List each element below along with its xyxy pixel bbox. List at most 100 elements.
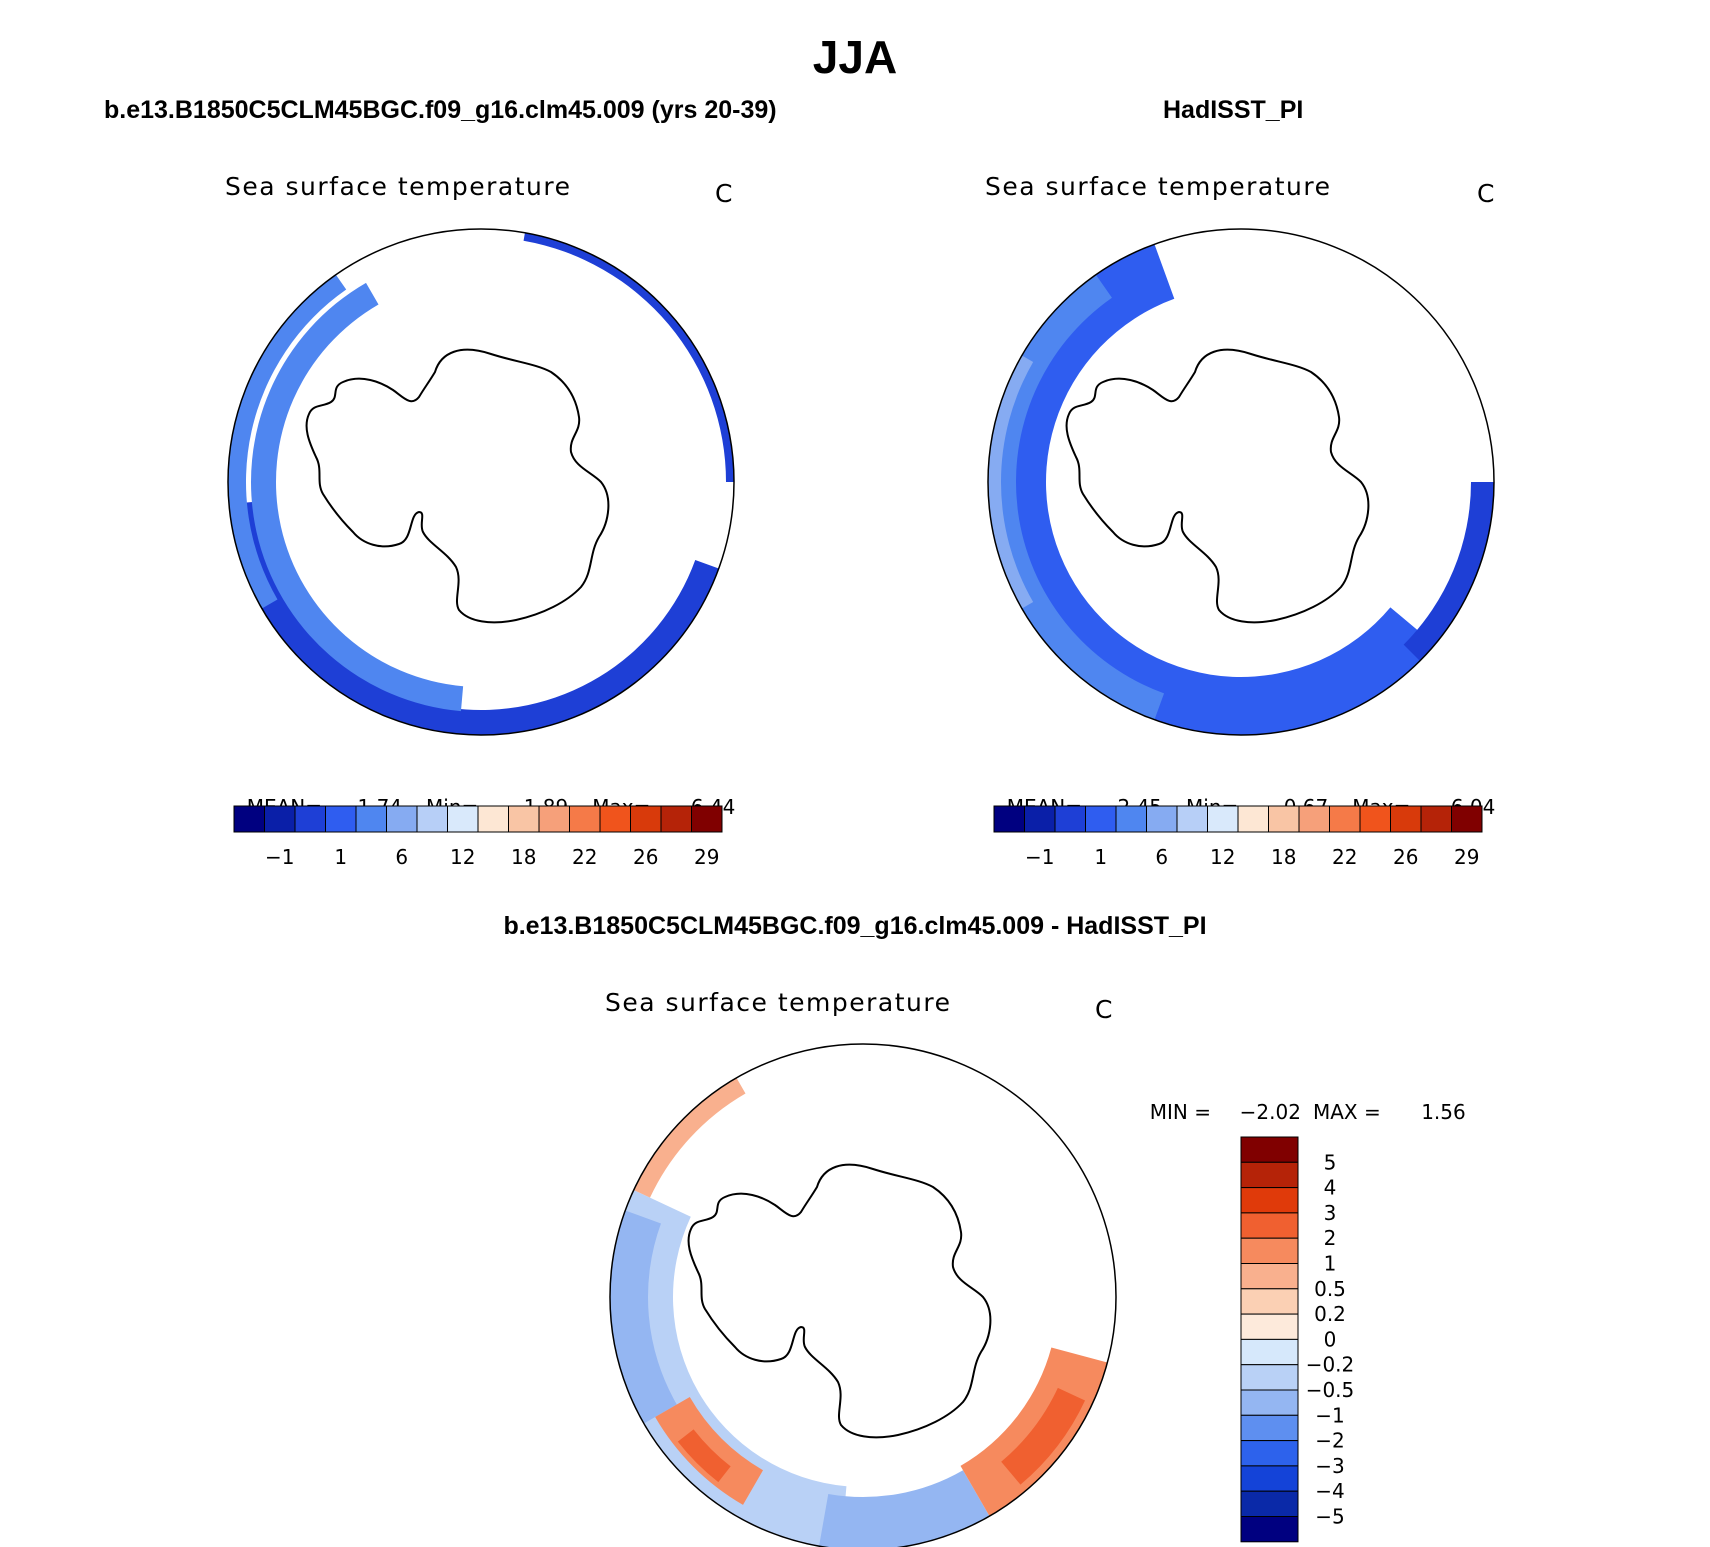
sst-contour-band [633,1077,746,1198]
panel-3-units: C [1095,995,1114,1024]
panel-1-colorbar-label: 1 [334,845,347,869]
panel-1-units: C [715,179,734,208]
panel-1-colorbar-swatch [599,805,631,833]
panel-3-colorbar-label: 0 [1324,1327,1337,1351]
panel-2-colorbar-label: 29 [1454,845,1479,869]
panel-3-variable-label: Sea surface temperature [605,988,952,1017]
panel-3-colorbar-label: 3 [1324,1201,1337,1225]
panel-3-colorbar-label: 0.2 [1314,1302,1346,1326]
sst-contour-band [228,274,347,609]
panel-1-colorbar-swatch [386,805,418,833]
panel-3-colorbar-label: −3 [1315,1454,1344,1478]
min-value: −2.02 [1239,1100,1301,1124]
sst-contour-band [988,355,1034,609]
panel-2-colorbar-swatch [1268,805,1300,833]
panel-3-colorbar-label: 4 [1324,1176,1337,1200]
panel-3-colorbar-label: −0.2 [1306,1353,1355,1377]
panel-1-colorbar-swatch [691,805,723,833]
sst-contour-band [819,1470,990,1547]
panel-3-colorbar-label: 2 [1324,1226,1337,1250]
panel-3-colorbar-swatch [1240,1161,1299,1189]
panel-2-colorbar-swatch [1176,805,1208,833]
panel-3-colorbar-swatch [1240,1364,1299,1391]
panel-2-colorbar-swatch [1146,805,1178,833]
panel-1-colorbar-label: −1 [265,845,294,869]
panel-3-colorbar-label: −5 [1315,1505,1344,1529]
panel-2-colorbar-swatch [1329,805,1361,833]
panel-3-colorbar-swatch [1240,1414,1299,1442]
panel-3-colorbar-swatch [1240,1389,1299,1416]
panel-3-colorbar-label: −1 [1315,1403,1344,1427]
sst-contour-band [228,501,719,735]
panel-2-colorbar-swatch [1298,805,1330,833]
panel-1-colorbar-swatch [569,805,601,833]
panel-3-colorbar-swatch [1240,1440,1299,1467]
panel-1-colorbar-swatch [233,805,265,833]
panel-1-colorbar-label: 18 [511,845,536,869]
panel-3-colorbar-swatch [1240,1490,1299,1517]
panel-3-title: b.e13.B1850C5CLM45BGC.f09_g16.clm45.009 … [503,912,1207,940]
panel-2-colorbar-label: −1 [1025,845,1054,869]
panel-1-colorbar-swatch [538,805,570,833]
panel-3-colorbar-label: −0.5 [1306,1378,1355,1402]
panel-2-sst-field [988,244,1494,735]
panel-1-colorbar-label: 29 [694,845,719,869]
panel-1-colorbar-swatch [355,805,387,833]
panel-1-colorbar-label: 12 [450,845,475,869]
panel-3-colorbar-swatch [1240,1237,1299,1264]
panel-2-colorbar-swatch [1390,805,1422,833]
panel-2-colorbar-label: 1 [1094,845,1107,869]
panel-1-colorbar-swatch [325,805,357,833]
panel-1-colorbar-label: 6 [395,845,408,869]
panel-2-colorbar-swatch [1451,805,1483,833]
panel-1-colorbar-swatch [630,805,662,833]
panel-3-colorbar-label: 5 [1324,1150,1337,1174]
panel-3-colorbar-label: −4 [1315,1479,1344,1503]
panel-2-colorbar-swatch [1359,805,1391,833]
panel-3-colorbar-swatch [1240,1263,1299,1290]
antarctica-coastline [1065,348,1370,624]
sst-contour-band [1403,482,1494,661]
panel-3-colorbar-label: 1 [1324,1252,1337,1276]
panel-1-colorbar-swatch [660,805,692,833]
panel-1-colorbar-label: 26 [633,845,658,869]
max-value: 1.56 [1421,1100,1466,1124]
panel-3-map-boundary [609,1043,1117,1547]
panel-1-variable-label: Sea surface temperature [225,172,572,201]
panel-1-colorbar-swatch [416,805,448,833]
panel-2-colorbar-swatch [1207,805,1239,833]
panel-3-colorbar-label: 0.5 [1314,1277,1346,1301]
panel-3-colorbar-swatch [1240,1313,1299,1340]
panel-1-map-boundary [227,228,735,736]
panel-3-colorbar-swatch [1240,1465,1299,1492]
antarctica-coastline [305,348,610,624]
panel-1-colorbar-swatch [447,805,479,833]
panel-2-title: HadISST_PI [1163,96,1304,124]
panel-3-colorbar-swatch [1240,1288,1299,1315]
panel-1-colorbar-swatch [477,805,509,833]
panel-1-colorbar-swatch [508,805,540,833]
antarctica-coastline [687,1163,992,1439]
panel-3-colorbar-swatch [1240,1187,1299,1214]
panel-1-colorbar-label: 22 [572,845,597,869]
max-label: MAX = [1312,1100,1381,1124]
panel-1-colorbar-swatch [294,805,326,833]
panel-3-colorbar-swatch [1240,1516,1299,1543]
panel-2-colorbar-swatch [1054,805,1086,833]
panel-2-colorbar-swatch [1115,805,1147,833]
sst-contour-band [610,1210,677,1424]
panel-1-sst-field [228,232,734,735]
panel-2-colorbar-swatch [1237,805,1269,833]
panel-2-colorbar-swatch [1024,805,1056,833]
panel-3-colorbar-label: −2 [1315,1429,1344,1453]
panel-2-colorbar-swatch [1085,805,1117,833]
panel-2-map-boundary [987,228,1495,736]
panel-2-colorbar-label: 22 [1332,845,1357,869]
panel-2-colorbar-swatch [993,805,1025,833]
panel-2-units: C [1477,179,1496,208]
panel-3-stats: MIN = −2.02 MAX = 1.56 [1137,1076,1466,1124]
sst-contour-band [677,1429,731,1483]
sst-contour-band [251,282,464,712]
panel-2-colorbar-label: 6 [1155,845,1168,869]
